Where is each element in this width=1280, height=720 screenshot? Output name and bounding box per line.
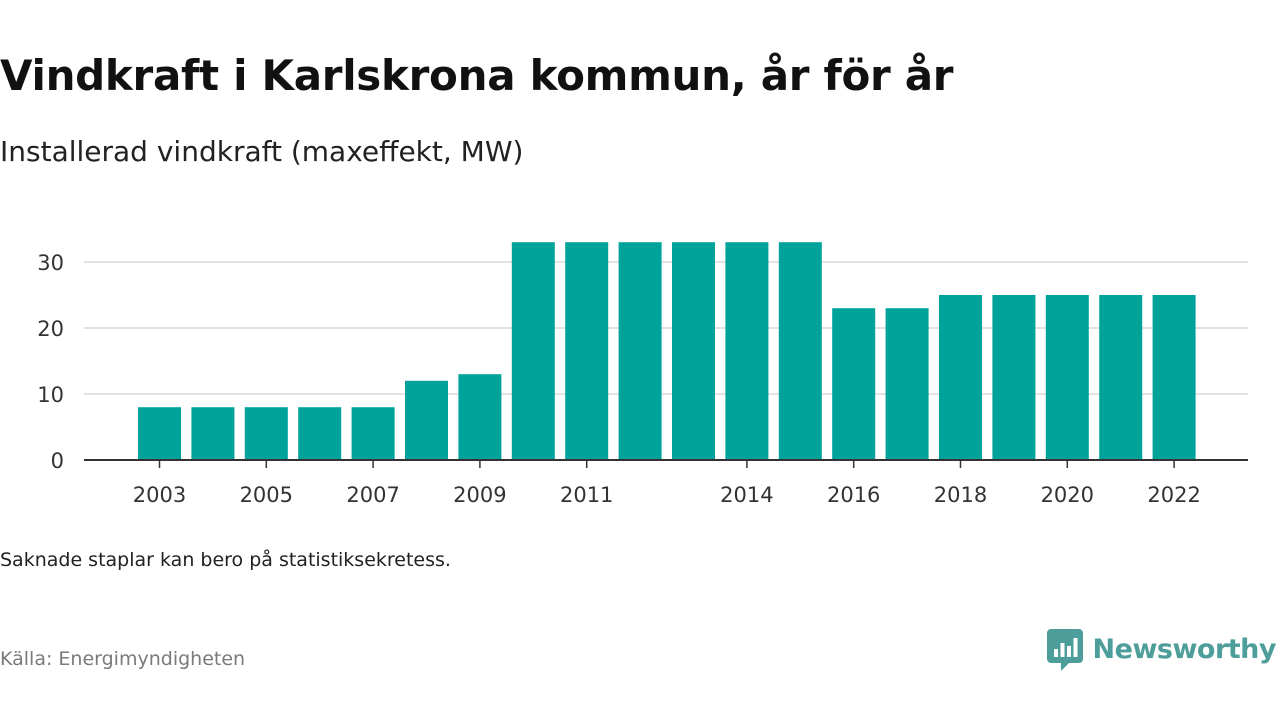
bar-2013 bbox=[672, 242, 715, 460]
bar-2016 bbox=[832, 308, 876, 460]
footnote: Saknade staplar kan bero på statistiksek… bbox=[0, 549, 451, 571]
chart-subtitle: Installerad vindkraft (maxeffekt, MW) bbox=[0, 135, 524, 168]
brand-name: Newsworthy bbox=[1092, 634, 1277, 665]
bar-2015 bbox=[778, 242, 822, 460]
bar-2019 bbox=[992, 295, 1036, 460]
bar-2020 bbox=[1045, 295, 1089, 460]
bars bbox=[138, 242, 1196, 460]
source-label: Källa: Energimyndigheten bbox=[0, 648, 246, 670]
newsworthy-logo-icon bbox=[1046, 629, 1083, 671]
x-tick-label-2020: 2020 bbox=[1041, 483, 1094, 507]
bar-2022 bbox=[1152, 295, 1196, 460]
bar-2011 bbox=[565, 242, 609, 460]
x-tick-label-2022: 2022 bbox=[1147, 483, 1200, 507]
chart-title: Vindkraft i Karlskrona kommun, år för år bbox=[0, 51, 954, 100]
y-tick-label-20: 20 bbox=[37, 317, 64, 341]
bar-2021 bbox=[1099, 295, 1143, 460]
bar-2012 bbox=[618, 242, 662, 460]
x-tick-label-2011: 2011 bbox=[560, 483, 613, 507]
x-tick-label-2016: 2016 bbox=[827, 483, 880, 507]
y-tick-label-10: 10 bbox=[37, 383, 64, 407]
bar-2008 bbox=[405, 380, 448, 460]
axes: 0 10 20 30 2003 2005 2007 2009 2011 2014 2016 2018 2… bbox=[37, 251, 1248, 507]
bar-2007 bbox=[351, 407, 395, 460]
bar-2005 bbox=[244, 407, 288, 460]
y-tick-label-0: 0 bbox=[51, 449, 64, 473]
bar-2006 bbox=[298, 407, 342, 460]
brand-logo: Newsworthy bbox=[1046, 628, 1277, 672]
bar-2004 bbox=[191, 407, 235, 460]
bar-2014 bbox=[725, 242, 769, 460]
bar-2018 bbox=[939, 295, 982, 460]
x-tick-label-2003: 2003 bbox=[133, 483, 186, 507]
bar-2017 bbox=[885, 308, 929, 460]
x-tick-label-2018: 2018 bbox=[934, 483, 987, 507]
bar-2009 bbox=[458, 374, 502, 460]
x-tick-label-2005: 2005 bbox=[240, 483, 293, 507]
y-tick-label-30: 30 bbox=[37, 251, 64, 275]
bar-2010 bbox=[511, 242, 555, 460]
x-tick-label-2014: 2014 bbox=[720, 483, 773, 507]
x-tick-label-2009: 2009 bbox=[453, 483, 506, 507]
bar-2003 bbox=[138, 407, 181, 460]
bar-chart: 0 10 20 30 2003 2005 2007 2009 2011 2014 2016 2018 2… bbox=[37, 242, 1248, 507]
x-tick-label-2007: 2007 bbox=[346, 483, 399, 507]
